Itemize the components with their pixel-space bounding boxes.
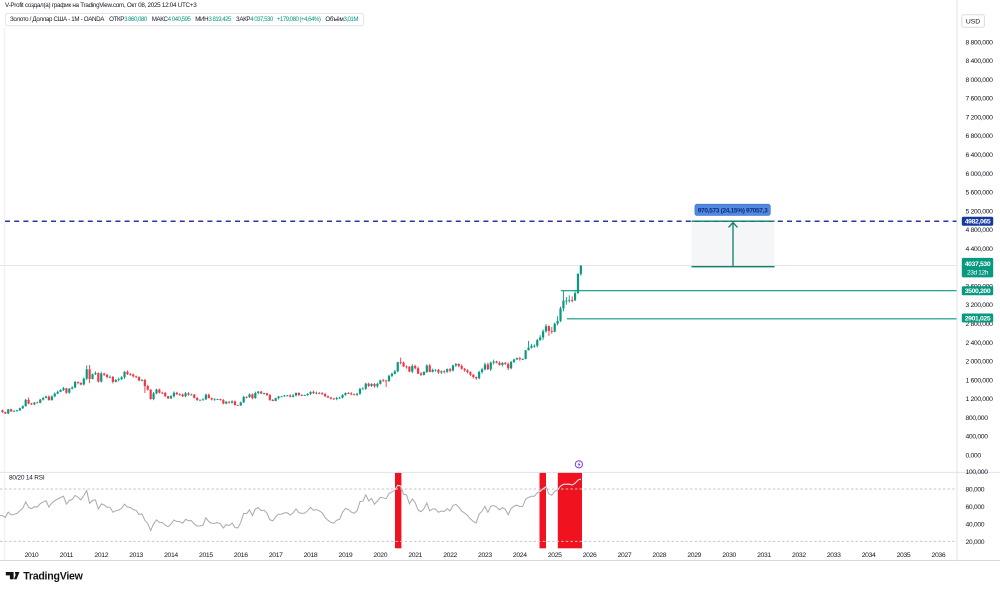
svg-text:2011: 2011 <box>60 552 74 559</box>
svg-text:2 400,000: 2 400,000 <box>966 340 994 347</box>
svg-text:2032: 2032 <box>792 552 806 559</box>
svg-text:2035: 2035 <box>897 552 911 559</box>
svg-text:800,000: 800,000 <box>966 415 989 422</box>
svg-text:2033: 2033 <box>827 552 841 559</box>
svg-text:TradingView: TradingView <box>23 570 83 582</box>
svg-text:2 800,000: 2 800,000 <box>966 321 994 328</box>
svg-text:4037,530: 4037,530 <box>965 261 991 268</box>
svg-text:6 800,000: 6 800,000 <box>966 133 994 140</box>
svg-text:6 400,000: 6 400,000 <box>966 152 994 159</box>
svg-text:2028: 2028 <box>652 552 666 559</box>
svg-text:2 000,000: 2 000,000 <box>966 359 994 366</box>
svg-text:2025: 2025 <box>548 552 562 559</box>
svg-text:20,000: 20,000 <box>966 539 985 546</box>
svg-text:8 800,000: 8 800,000 <box>966 39 994 46</box>
svg-text:2018: 2018 <box>304 552 318 559</box>
svg-text:40,000: 40,000 <box>966 521 985 528</box>
svg-text:2013: 2013 <box>129 552 143 559</box>
svg-text:8 000,000: 8 000,000 <box>966 77 994 84</box>
svg-text:2023: 2023 <box>478 552 492 559</box>
svg-text:3500,200: 3500,200 <box>965 288 991 295</box>
svg-text:1 200,000: 1 200,000 <box>966 396 994 403</box>
svg-text:2015: 2015 <box>199 552 213 559</box>
svg-text:8 400,000: 8 400,000 <box>966 58 994 65</box>
svg-text:2022: 2022 <box>443 552 457 559</box>
svg-text:100,000: 100,000 <box>966 469 989 476</box>
svg-text:3 200,000: 3 200,000 <box>966 302 994 309</box>
svg-text:4 800,000: 4 800,000 <box>966 227 994 234</box>
svg-text:2030: 2030 <box>722 552 736 559</box>
svg-text:2016: 2016 <box>234 552 248 559</box>
svg-text:2024: 2024 <box>513 552 527 559</box>
svg-text:2020: 2020 <box>373 552 387 559</box>
svg-text:6 000,000: 6 000,000 <box>966 171 994 178</box>
svg-text:2036: 2036 <box>932 552 946 559</box>
svg-text:2021: 2021 <box>408 552 422 559</box>
svg-text:970,573 (24,15%) 97057,3: 970,573 (24,15%) 97057,3 <box>698 207 768 214</box>
svg-text:5 200,000: 5 200,000 <box>966 208 994 215</box>
svg-text:4 400,000: 4 400,000 <box>966 246 994 253</box>
svg-text:80/20 14 RSI: 80/20 14 RSI <box>9 475 45 482</box>
svg-text:2027: 2027 <box>618 552 632 559</box>
svg-text:1 600,000: 1 600,000 <box>966 377 994 384</box>
svg-text:USD: USD <box>966 18 980 25</box>
svg-text:2014: 2014 <box>164 552 178 559</box>
svg-text:2012: 2012 <box>94 552 108 559</box>
svg-text:2017: 2017 <box>269 552 283 559</box>
svg-text:2901,025: 2901,025 <box>965 315 991 322</box>
svg-text:23d 12h: 23d 12h <box>967 270 989 277</box>
svg-text:7 600,000: 7 600,000 <box>966 96 994 103</box>
svg-text:4982,065: 4982,065 <box>965 219 991 226</box>
svg-text:2031: 2031 <box>757 552 771 559</box>
svg-text:60,000: 60,000 <box>966 504 985 511</box>
svg-text:7 200,000: 7 200,000 <box>966 115 994 122</box>
svg-text:0,000: 0,000 <box>966 452 982 459</box>
svg-text:400,000: 400,000 <box>966 434 989 441</box>
svg-text:2010: 2010 <box>25 552 39 559</box>
svg-text:2029: 2029 <box>687 552 701 559</box>
svg-text:80,000: 80,000 <box>966 486 985 493</box>
svg-text:2019: 2019 <box>339 552 353 559</box>
svg-text:5 600,000: 5 600,000 <box>966 190 994 197</box>
svg-text:2034: 2034 <box>862 552 876 559</box>
svg-text:2026: 2026 <box>583 552 597 559</box>
